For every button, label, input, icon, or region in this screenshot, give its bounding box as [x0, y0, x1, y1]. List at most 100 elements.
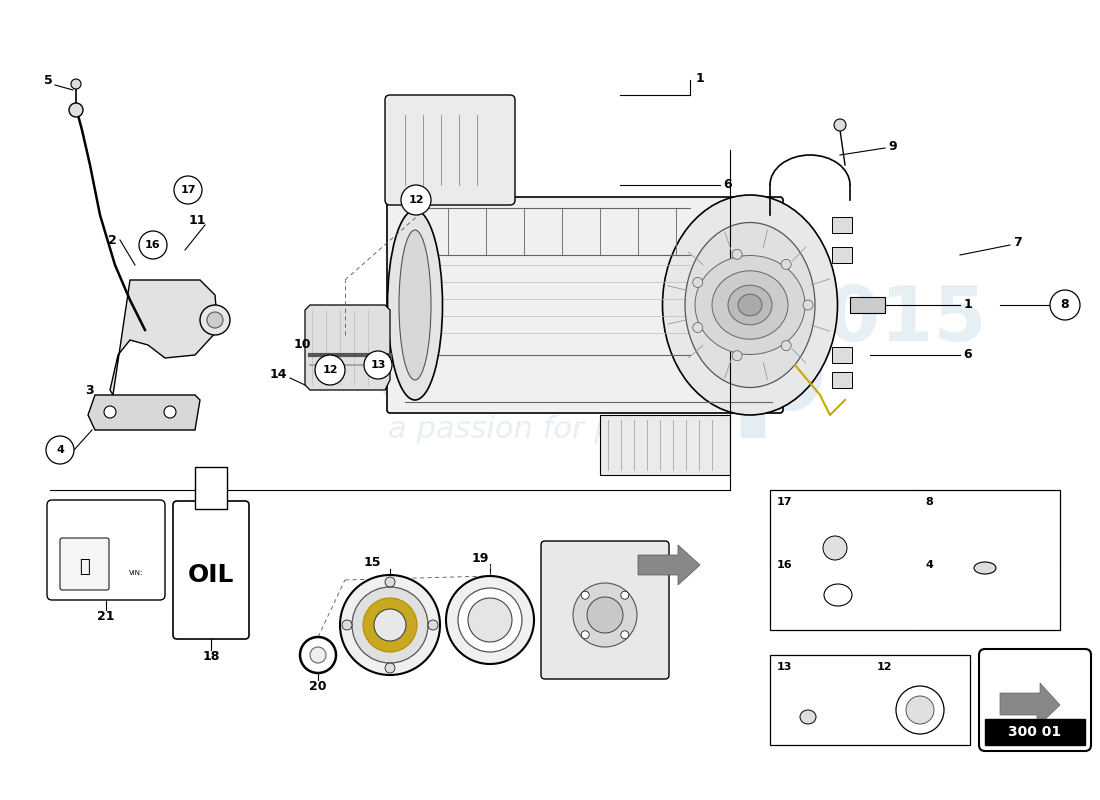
Text: 12: 12	[408, 195, 424, 205]
Text: 14: 14	[270, 369, 287, 382]
Text: 8: 8	[1060, 298, 1069, 311]
Circle shape	[46, 436, 74, 464]
Text: 13: 13	[371, 360, 386, 370]
Text: 18: 18	[202, 650, 220, 663]
FancyBboxPatch shape	[979, 649, 1091, 751]
Text: 300 01: 300 01	[1009, 725, 1062, 739]
Text: 6: 6	[964, 349, 972, 362]
Circle shape	[385, 663, 395, 673]
Circle shape	[342, 620, 352, 630]
Text: 7: 7	[1013, 237, 1022, 250]
Text: 4: 4	[925, 560, 933, 570]
Circle shape	[428, 620, 438, 630]
Text: 15: 15	[363, 557, 381, 570]
Text: 19: 19	[471, 551, 488, 565]
Ellipse shape	[399, 230, 431, 380]
Circle shape	[69, 103, 82, 117]
Text: 12: 12	[877, 662, 892, 672]
Circle shape	[803, 300, 813, 310]
Circle shape	[352, 587, 428, 663]
Ellipse shape	[685, 222, 815, 387]
Ellipse shape	[200, 305, 230, 335]
Text: 8: 8	[925, 497, 933, 507]
Circle shape	[781, 341, 791, 350]
Circle shape	[174, 176, 202, 204]
Bar	[832, 372, 852, 388]
Circle shape	[896, 686, 944, 734]
Text: 20: 20	[309, 681, 327, 694]
Text: 5: 5	[44, 74, 53, 86]
FancyBboxPatch shape	[387, 197, 783, 413]
Bar	[850, 297, 886, 313]
Circle shape	[402, 185, 431, 215]
FancyBboxPatch shape	[47, 500, 165, 600]
Text: 6: 6	[724, 178, 733, 191]
Ellipse shape	[974, 562, 996, 574]
Polygon shape	[88, 395, 200, 430]
Ellipse shape	[824, 584, 852, 606]
Polygon shape	[1000, 683, 1060, 727]
Ellipse shape	[207, 312, 223, 328]
Bar	[195, 467, 227, 509]
Circle shape	[573, 583, 637, 647]
Text: a passion for parts: a passion for parts	[387, 415, 672, 445]
Text: 1: 1	[964, 298, 972, 311]
Text: 3: 3	[86, 383, 95, 397]
Circle shape	[363, 598, 417, 652]
Circle shape	[364, 351, 392, 379]
Text: 2015: 2015	[773, 283, 987, 357]
Text: 10: 10	[294, 338, 310, 351]
Polygon shape	[110, 280, 218, 395]
Circle shape	[340, 575, 440, 675]
Circle shape	[693, 322, 703, 333]
Bar	[770, 490, 1060, 630]
Text: europ: europ	[372, 302, 828, 438]
Text: 13: 13	[777, 662, 792, 672]
Bar	[832, 217, 852, 233]
Circle shape	[620, 591, 629, 599]
Circle shape	[733, 350, 742, 361]
FancyBboxPatch shape	[541, 541, 669, 679]
Circle shape	[733, 250, 742, 259]
Circle shape	[906, 696, 934, 724]
Circle shape	[300, 637, 336, 673]
FancyBboxPatch shape	[173, 501, 249, 639]
Bar	[770, 655, 970, 745]
Ellipse shape	[662, 195, 837, 415]
Circle shape	[164, 406, 176, 418]
Circle shape	[104, 406, 116, 418]
Ellipse shape	[738, 294, 762, 316]
Text: 9: 9	[889, 141, 898, 154]
Text: 16: 16	[777, 560, 792, 570]
Circle shape	[587, 597, 623, 633]
Circle shape	[620, 630, 629, 638]
Text: VIN:: VIN:	[129, 570, 143, 576]
Circle shape	[781, 259, 791, 270]
Circle shape	[446, 576, 534, 664]
FancyBboxPatch shape	[60, 538, 109, 590]
Text: 17: 17	[777, 497, 792, 507]
Text: 2: 2	[108, 234, 117, 246]
Circle shape	[315, 355, 345, 385]
Circle shape	[468, 598, 512, 642]
Text: 4: 4	[56, 445, 64, 455]
Polygon shape	[638, 545, 700, 585]
Text: 1: 1	[695, 71, 704, 85]
Circle shape	[374, 609, 406, 641]
Ellipse shape	[728, 286, 772, 325]
Ellipse shape	[712, 270, 788, 339]
Ellipse shape	[800, 710, 816, 724]
Text: 🐂: 🐂	[78, 558, 89, 576]
Circle shape	[834, 119, 846, 131]
Text: 16: 16	[145, 240, 161, 250]
Bar	[984, 719, 1085, 745]
Bar	[600, 415, 730, 475]
Circle shape	[823, 536, 847, 560]
FancyBboxPatch shape	[385, 95, 515, 205]
Circle shape	[581, 630, 590, 638]
Text: OIL: OIL	[188, 563, 234, 587]
Circle shape	[693, 278, 703, 287]
Circle shape	[310, 647, 326, 663]
Circle shape	[581, 591, 590, 599]
Bar	[832, 347, 852, 363]
